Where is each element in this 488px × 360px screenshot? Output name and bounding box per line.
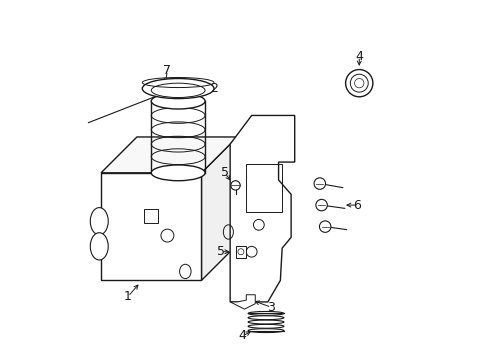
- Ellipse shape: [247, 329, 284, 333]
- Ellipse shape: [345, 69, 372, 97]
- Ellipse shape: [151, 93, 204, 109]
- Polygon shape: [101, 137, 237, 173]
- Polygon shape: [230, 295, 255, 309]
- Text: 2: 2: [210, 82, 218, 95]
- Polygon shape: [162, 89, 180, 96]
- Ellipse shape: [319, 221, 330, 232]
- Polygon shape: [230, 116, 294, 302]
- Polygon shape: [201, 137, 237, 280]
- Ellipse shape: [247, 316, 284, 320]
- Text: 5: 5: [220, 166, 228, 179]
- Text: 6: 6: [353, 199, 361, 212]
- Text: 4: 4: [355, 50, 363, 63]
- Ellipse shape: [142, 78, 214, 99]
- Ellipse shape: [151, 165, 204, 181]
- Ellipse shape: [90, 233, 108, 260]
- Ellipse shape: [315, 199, 326, 211]
- Text: 1: 1: [124, 290, 132, 303]
- Ellipse shape: [247, 320, 284, 324]
- Bar: [235, 246, 245, 258]
- Polygon shape: [101, 173, 201, 280]
- Ellipse shape: [313, 178, 325, 189]
- Ellipse shape: [230, 181, 240, 190]
- Bar: [144, 209, 158, 223]
- Text: 4: 4: [238, 329, 246, 342]
- Text: 5: 5: [217, 245, 225, 258]
- Ellipse shape: [247, 324, 284, 328]
- Bar: [246, 164, 282, 212]
- Text: 7: 7: [163, 64, 171, 77]
- Ellipse shape: [90, 208, 108, 235]
- Text: 3: 3: [267, 301, 275, 314]
- Ellipse shape: [247, 311, 284, 315]
